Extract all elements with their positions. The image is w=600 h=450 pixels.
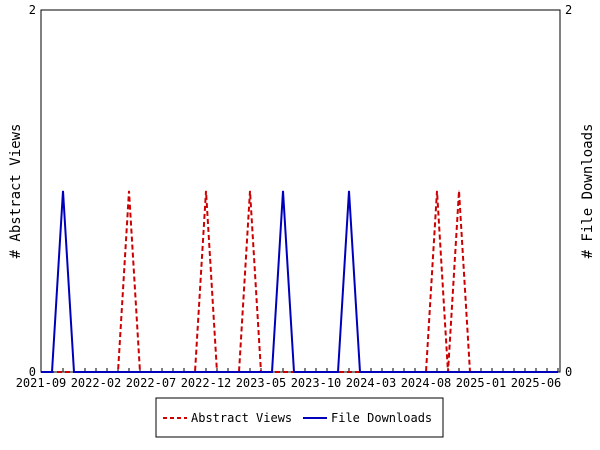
x-tick-label: 2025-06 [511,376,562,390]
data-point [95,371,97,373]
data-point [51,371,53,373]
x-tick-label: 2023-10 [291,376,342,390]
legend: Abstract Views File Downloads [155,397,444,438]
data-point [161,371,163,373]
data-point [62,371,64,373]
data-point [469,371,471,373]
data-point [150,371,152,373]
data-point [84,371,86,373]
data-point [172,371,174,373]
data-point [524,371,526,373]
legend-box [155,397,444,438]
data-point [458,190,460,192]
data-point [216,371,218,373]
data-point [491,371,493,373]
data-point [194,371,196,373]
x-tick-label: 2023-05 [236,376,287,390]
data-point [392,371,394,373]
series-line-abstract-views [41,190,558,373]
data-point [436,371,438,373]
data-point [480,371,482,373]
y2-tick-label: 2 [565,3,572,17]
data-point [315,371,317,373]
data-point [117,371,119,373]
data-point [458,371,460,373]
data-point [381,371,383,373]
data-point [337,371,339,373]
data-point [348,371,350,373]
data-point [546,371,548,373]
data-point [326,371,328,373]
x-tick-label: 2022-07 [126,376,177,390]
data-point [205,190,207,192]
data-point [447,371,449,373]
x-tick-label: 2024-03 [346,376,397,390]
y-tick-label: 2 [29,3,36,17]
data-point [414,371,416,373]
data-point [282,190,284,192]
data-point [183,371,185,373]
data-point [106,371,108,373]
plot-frame [40,9,561,373]
data-point [271,371,273,373]
x-tick-label: 2022-02 [71,376,122,390]
data-point [139,371,141,373]
data-point [249,371,251,373]
data-point [227,371,229,373]
x-tick-label: 2021-09 [16,376,67,390]
legend-label: Abstract Views [191,411,292,425]
x-tick-label: 2025-01 [456,376,507,390]
data-point [304,371,306,373]
data-point [249,190,251,192]
data-point [359,371,361,373]
data-point [535,371,537,373]
data-point [370,371,372,373]
data-point [502,371,504,373]
y2-tick-label: 0 [565,365,572,379]
data-point [238,371,240,373]
data-point [293,371,295,373]
y-tick-label: 0 [29,365,36,379]
data-point [73,371,75,373]
data-point [62,190,64,192]
data-point [128,371,130,373]
data-point [403,371,405,373]
data-point [348,190,350,192]
data-point [557,371,559,373]
data-point [436,190,438,192]
x-tick-label: 2022-12 [181,376,232,390]
data-point [40,371,42,373]
series-line-file-downloads [41,190,558,373]
data-point [205,371,207,373]
data-point [425,371,427,373]
x-tick-label: 2024-08 [401,376,452,390]
data-point [282,371,284,373]
legend-label: File Downloads [331,411,432,425]
data-point [513,371,515,373]
y2-axis-label: # File Downloads [580,124,596,259]
data-point [128,190,130,192]
data-point [260,371,262,373]
y-axis-label: # Abstract Views [8,124,24,259]
